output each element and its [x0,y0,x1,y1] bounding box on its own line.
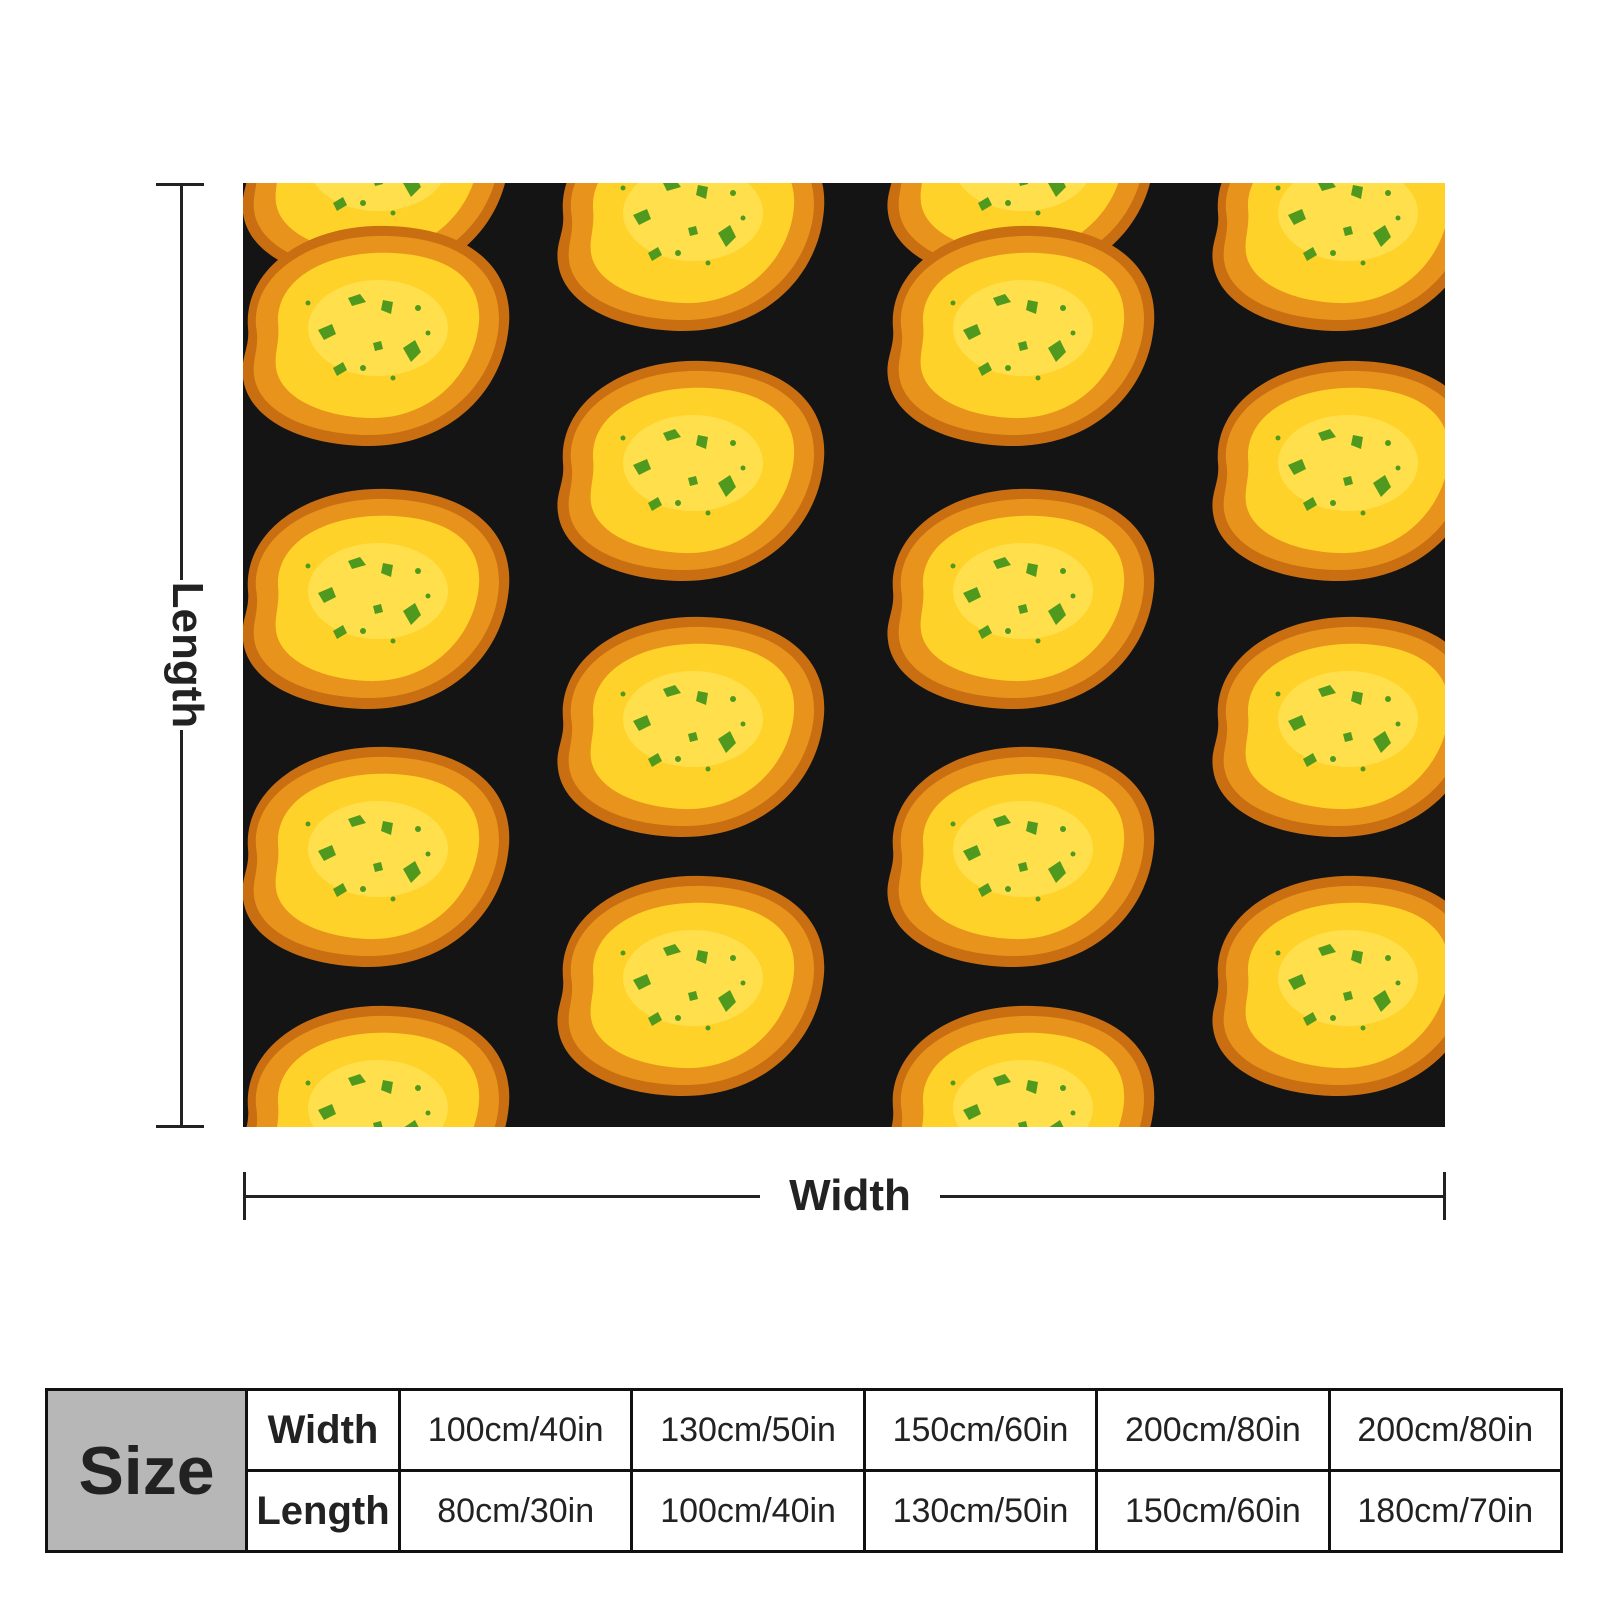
size-header-cell: Size [45,1388,248,1553]
size-chart-table: Size Width 100cm/40in 130cm/50in 150cm/6… [45,1388,1564,1553]
table-cell: 100cm/40in [630,1469,866,1553]
table-row: Length 80cm/30in 100cm/40in 130cm/50in 1… [47,1469,1564,1553]
table-cell: 180cm/70in [1327,1469,1564,1553]
table-cell: 130cm/50in [630,1388,866,1472]
table-row: Size Width 100cm/40in 130cm/50in 150cm/6… [45,1388,1564,1553]
table-cell: 100cm/40in [397,1388,634,1472]
table-cell: 150cm/60in [1095,1469,1331,1553]
length-label: Length [162,580,212,730]
width-label: Width [760,1168,940,1224]
table-cell: 130cm/50in [862,1469,1099,1553]
blanket-print-preview [243,183,1445,1127]
length-row-label: Length [245,1469,401,1553]
table-cell: 80cm/30in [397,1469,634,1553]
table-cell: 200cm/80in [1327,1388,1564,1472]
width-row-label: Width [245,1388,401,1472]
table-cell: 200cm/80in [1095,1388,1331,1472]
table-cell: 150cm/60in [862,1388,1099,1472]
